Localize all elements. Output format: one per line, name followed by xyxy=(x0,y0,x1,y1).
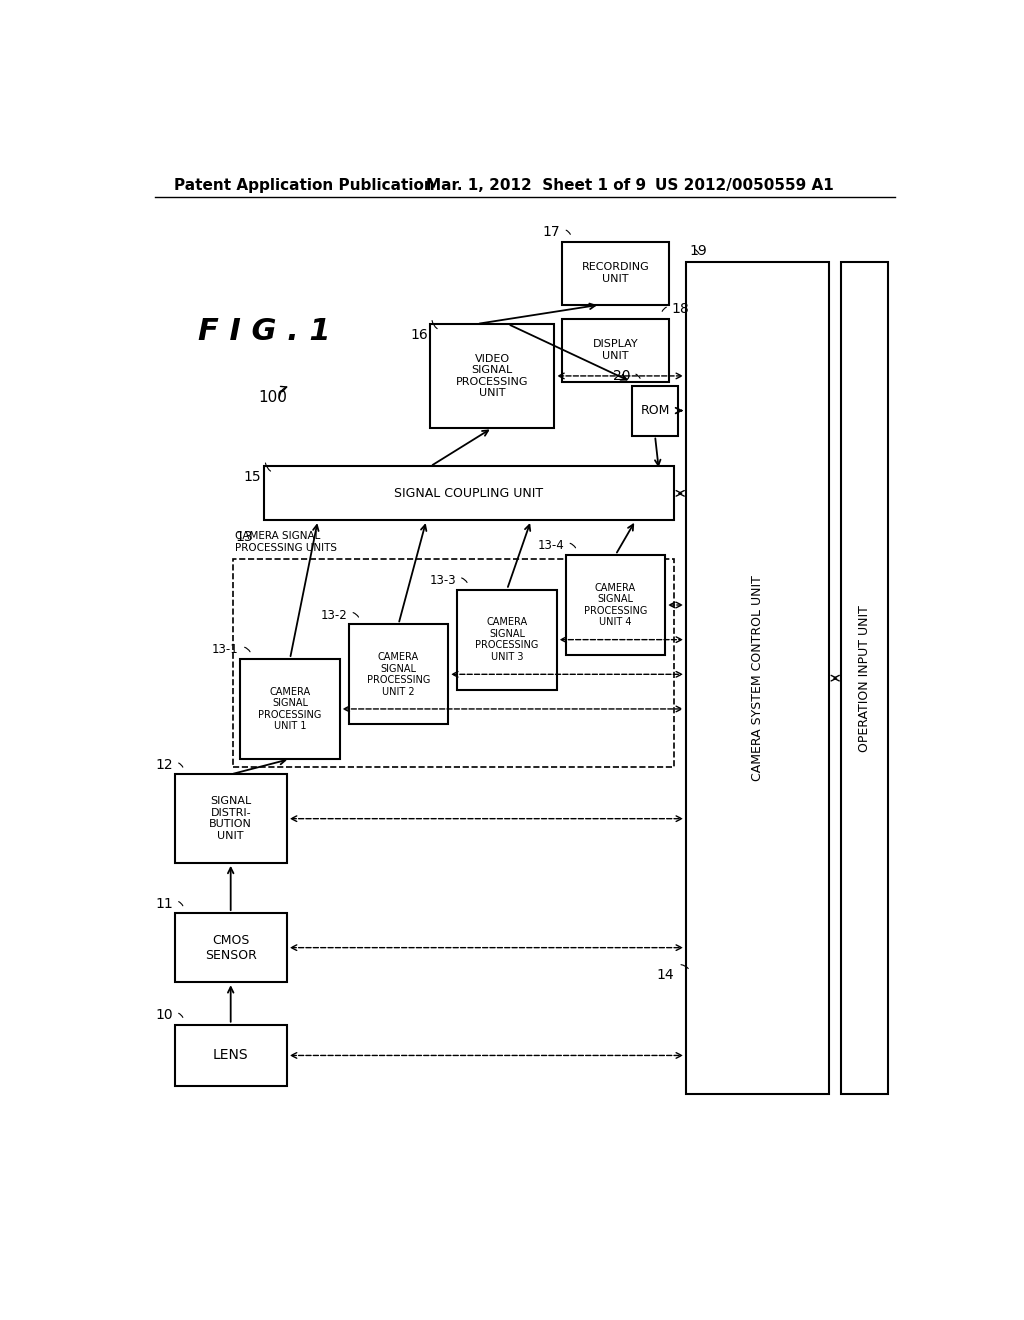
Text: 19: 19 xyxy=(690,244,708,257)
Text: 13-1: 13-1 xyxy=(212,643,239,656)
Text: 13-4: 13-4 xyxy=(538,539,564,552)
Text: 10: 10 xyxy=(156,1008,173,1023)
Text: CAMERA SIGNAL
PROCESSING UNITS: CAMERA SIGNAL PROCESSING UNITS xyxy=(234,531,337,553)
Text: 16: 16 xyxy=(411,327,428,342)
Text: SIGNAL COUPLING UNIT: SIGNAL COUPLING UNIT xyxy=(394,487,544,500)
Text: F I G . 1: F I G . 1 xyxy=(198,317,331,346)
Bar xyxy=(632,385,678,436)
Text: LENS: LENS xyxy=(213,1048,249,1063)
Bar xyxy=(841,263,888,1094)
Text: CAMERA
SIGNAL
PROCESSING
UNIT 2: CAMERA SIGNAL PROCESSING UNIT 2 xyxy=(367,652,430,697)
Bar xyxy=(686,263,829,1094)
Text: 15: 15 xyxy=(244,470,261,484)
Text: US 2012/0050559 A1: US 2012/0050559 A1 xyxy=(655,178,834,193)
Text: CAMERA
SIGNAL
PROCESSING
UNIT 3: CAMERA SIGNAL PROCESSING UNIT 3 xyxy=(475,618,539,663)
Text: 12: 12 xyxy=(156,758,173,772)
Text: 20: 20 xyxy=(612,370,630,383)
Bar xyxy=(174,1024,287,1086)
Text: VIDEO
SIGNAL
PROCESSING
UNIT: VIDEO SIGNAL PROCESSING UNIT xyxy=(456,354,528,399)
Text: DISPLAY
UNIT: DISPLAY UNIT xyxy=(593,339,638,360)
Text: CAMERA SYSTEM CONTROL UNIT: CAMERA SYSTEM CONTROL UNIT xyxy=(752,576,764,781)
Bar xyxy=(566,554,665,655)
Text: CAMERA
SIGNAL
PROCESSING
UNIT 4: CAMERA SIGNAL PROCESSING UNIT 4 xyxy=(584,582,647,627)
Text: 17: 17 xyxy=(543,226,560,239)
Bar xyxy=(562,242,669,305)
Bar xyxy=(349,624,449,725)
Text: CAMERA
SIGNAL
PROCESSING
UNIT 1: CAMERA SIGNAL PROCESSING UNIT 1 xyxy=(258,686,322,731)
Bar xyxy=(241,659,340,759)
Text: 13: 13 xyxy=(234,531,253,544)
Text: OPERATION INPUT UNIT: OPERATION INPUT UNIT xyxy=(858,605,870,751)
Text: Mar. 1, 2012  Sheet 1 of 9: Mar. 1, 2012 Sheet 1 of 9 xyxy=(426,178,646,193)
Bar xyxy=(430,323,554,428)
Bar xyxy=(174,775,287,863)
Text: 18: 18 xyxy=(672,302,689,317)
Text: CMOS
SENSOR: CMOS SENSOR xyxy=(205,933,257,962)
Text: 13-3: 13-3 xyxy=(429,574,456,587)
Text: Patent Application Publication: Patent Application Publication xyxy=(174,178,435,193)
Text: 100: 100 xyxy=(258,389,287,405)
Bar xyxy=(562,318,669,381)
Text: RECORDING
UNIT: RECORDING UNIT xyxy=(582,263,649,284)
Text: 14: 14 xyxy=(656,968,675,982)
Bar xyxy=(174,913,287,982)
Text: SIGNAL
DISTRI-
BUTION
UNIT: SIGNAL DISTRI- BUTION UNIT xyxy=(209,796,252,841)
Bar xyxy=(458,590,557,689)
Text: 13-2: 13-2 xyxy=(321,609,347,622)
Bar xyxy=(263,466,675,520)
Bar xyxy=(232,558,675,767)
Text: 11: 11 xyxy=(156,896,173,911)
Text: ROM: ROM xyxy=(640,404,670,417)
